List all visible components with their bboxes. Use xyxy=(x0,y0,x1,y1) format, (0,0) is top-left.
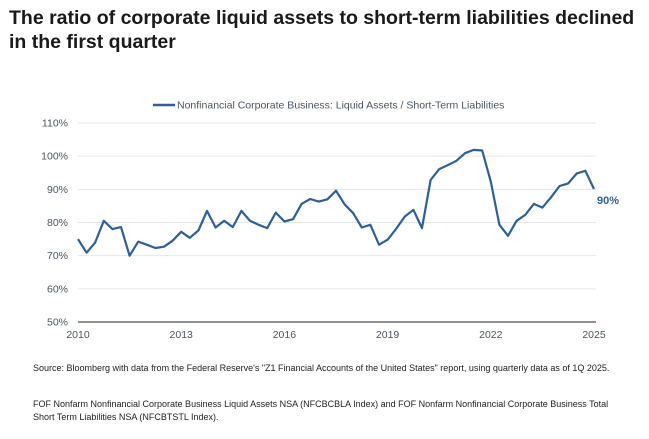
x-tick-label: 2010 xyxy=(66,329,90,341)
x-tick-label: 2022 xyxy=(479,329,503,341)
legend-label: Nonfinancial Corporate Business: Liquid … xyxy=(177,100,504,112)
chart-title: The ratio of corporate liquid assets to … xyxy=(9,7,635,53)
y-tick-label: 50% xyxy=(47,317,68,329)
x-tick-label: 2025 xyxy=(582,329,606,341)
x-axis-ticks: 2010 2013 2016 2019 2022 2025 xyxy=(66,329,606,341)
y-tick-label: 90% xyxy=(47,184,68,196)
y-tick-label: 110% xyxy=(42,118,68,130)
y-tick-label: 60% xyxy=(47,283,68,295)
gridlines xyxy=(78,122,596,290)
data-points xyxy=(77,149,595,256)
source-note: Source: Bloomberg with data from the Fed… xyxy=(33,363,610,373)
y-tick-label: 80% xyxy=(47,217,68,229)
x-tick-label: 2013 xyxy=(170,329,194,341)
end-value-label: 90% xyxy=(597,195,619,207)
x-tick-label: 2019 xyxy=(376,329,400,341)
line-chart: 50% 60% 70% 80% 90% 100% 110% 2010 2013 2016 2019… xyxy=(41,100,619,342)
y-tick-label: 70% xyxy=(47,250,68,262)
legend: Nonfinancial Corporate Business: Liquid … xyxy=(153,100,504,112)
y-tick-label: 100% xyxy=(41,151,68,163)
series-definition-note: FOF Nonfarm Nonfinancial Corporate Busin… xyxy=(33,399,609,422)
x-tick-label: 2016 xyxy=(273,329,297,341)
series-line xyxy=(77,148,595,257)
y-axis-ticks: 50% 60% 70% 80% 90% 100% 110% xyxy=(41,118,68,329)
